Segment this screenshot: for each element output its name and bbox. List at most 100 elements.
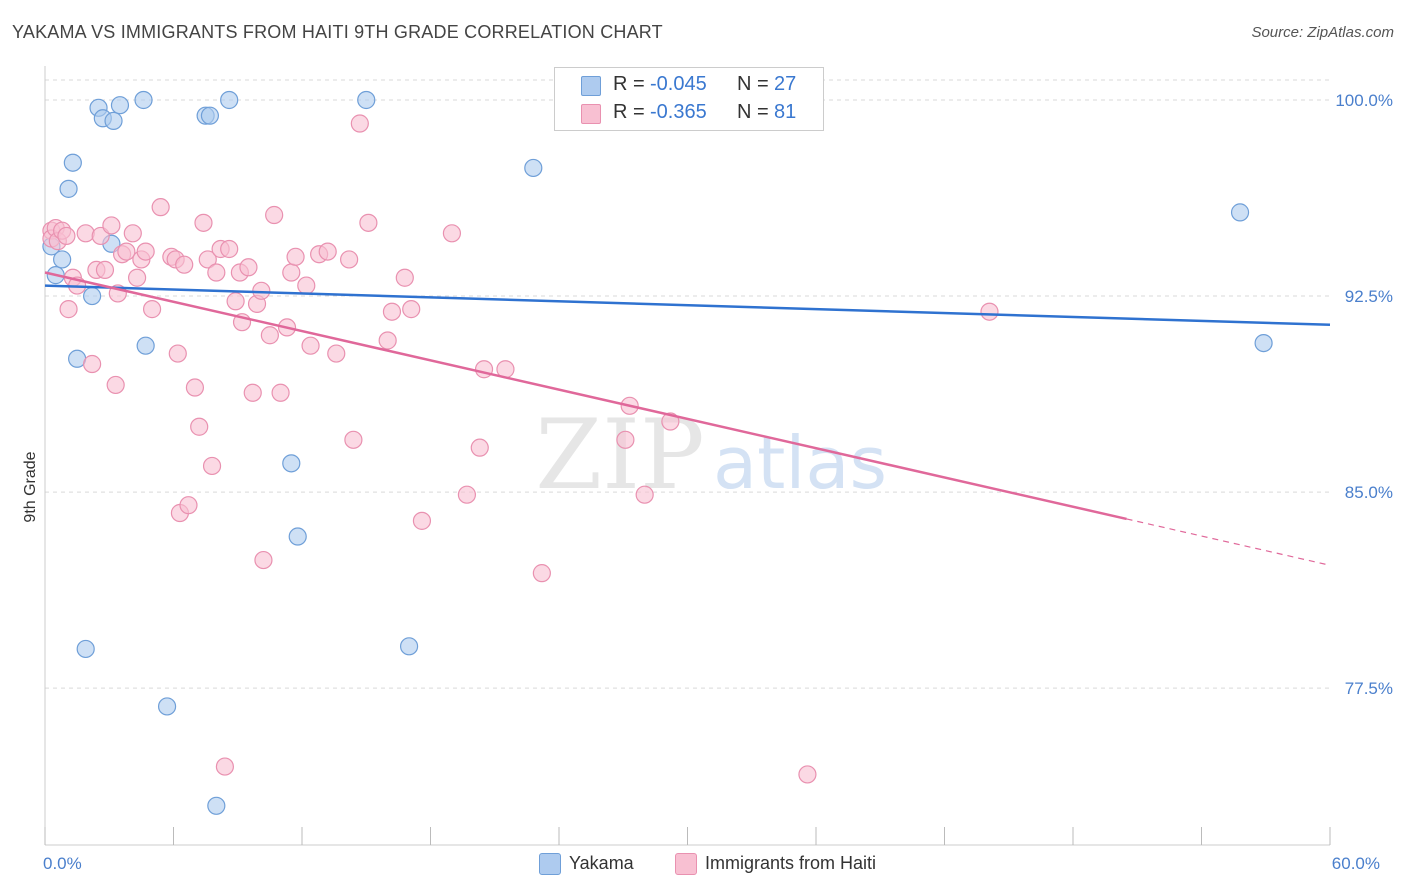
point-haiti: [402, 300, 421, 319]
point-haiti: [83, 354, 102, 374]
point-haiti: [254, 550, 273, 570]
point-haiti: [282, 263, 301, 282]
watermark-atlas: atlas: [713, 421, 887, 505]
point-haiti: [532, 564, 551, 583]
point-haiti: [382, 302, 402, 321]
chart-title: YAKAMA VS IMMIGRANTS FROM HAITI 9TH GRAD…: [12, 22, 663, 42]
trend-line-haiti: [44, 271, 1127, 521]
point-yakama: [134, 90, 153, 110]
point-haiti: [151, 198, 170, 217]
legend-n-label: N =: [737, 101, 769, 123]
point-haiti: [95, 260, 115, 279]
point-haiti: [635, 485, 654, 504]
trend-line-haiti-extension: [1126, 518, 1331, 566]
point-haiti: [260, 326, 279, 345]
point-haiti: [378, 331, 397, 350]
point-yakama: [110, 96, 130, 115]
point-haiti: [57, 226, 76, 246]
x-tick-label: 60.0%: [1332, 854, 1380, 873]
point-yakama: [200, 106, 220, 125]
y-tick-label: 77.5%: [1345, 679, 1393, 698]
point-haiti: [350, 114, 369, 133]
legend-r-label: R =: [613, 73, 645, 95]
trend-line-yakama: [44, 284, 1331, 327]
point-haiti: [661, 412, 680, 431]
point-yakama: [136, 336, 155, 355]
point-haiti: [271, 383, 290, 402]
point-haiti: [123, 224, 142, 243]
point-haiti: [340, 250, 359, 269]
point-yakama: [104, 111, 123, 130]
point-haiti: [239, 258, 258, 277]
y-tick-label: 92.5%: [1345, 287, 1393, 306]
legend-n-value: 27: [774, 73, 797, 95]
point-haiti: [474, 360, 494, 379]
point-haiti: [616, 430, 635, 449]
tick-labels: 100.0% 92.5% 85.0% 77.5% 0.0% 60.0%: [43, 91, 1393, 873]
point-haiti: [301, 336, 320, 355]
point-yakama: [524, 158, 543, 178]
point-haiti: [168, 344, 187, 363]
point-haiti: [207, 263, 226, 282]
point-yakama: [220, 90, 239, 110]
stats-legend: R = -0.045 N = 27 R = -0.365 N = 81: [554, 67, 824, 131]
point-yakama: [288, 527, 307, 546]
point-yakama: [357, 90, 376, 110]
source-credit: Source: ZipAtlas.com: [1251, 24, 1394, 41]
point-haiti: [127, 268, 147, 287]
point-haiti: [198, 250, 217, 269]
point-yakama: [63, 153, 82, 172]
point-haiti: [286, 247, 305, 266]
legend-n-value: 81: [774, 101, 797, 123]
x-tick-label: 0.0%: [43, 854, 82, 873]
legend-swatch-yakama: [581, 76, 601, 96]
gridlines: [45, 79, 1330, 689]
point-haiti: [117, 242, 136, 261]
point-haiti: [470, 438, 489, 457]
point-yakama: [399, 637, 419, 656]
point-haiti: [327, 344, 346, 363]
legend-n-label: N =: [737, 73, 769, 95]
y-axis-title: 9th Grade: [22, 451, 39, 522]
point-haiti: [395, 268, 414, 287]
point-haiti: [175, 255, 194, 274]
bottom-legend-label-yakama: Yakama: [569, 853, 634, 873]
legend-swatch-haiti: [581, 104, 601, 124]
point-haiti: [980, 302, 999, 321]
point-haiti: [220, 239, 239, 259]
point-yakama: [282, 454, 301, 473]
point-haiti: [297, 276, 316, 295]
point-haiti: [142, 300, 162, 319]
point-haiti: [59, 300, 78, 319]
point-yakama: [207, 796, 226, 815]
point-yakama: [1230, 203, 1250, 222]
legend-r-value: -0.045: [650, 73, 707, 95]
point-haiti: [265, 205, 284, 225]
point-haiti: [190, 417, 209, 436]
point-yakama: [59, 179, 78, 198]
y-tick-label: 85.0%: [1345, 483, 1393, 502]
point-yakama: [157, 697, 177, 716]
point-haiti: [194, 213, 213, 232]
y-tick-label: 100.0%: [1335, 91, 1393, 110]
point-haiti: [457, 485, 477, 504]
point-haiti: [442, 224, 462, 243]
point-haiti: [344, 430, 363, 449]
point-haiti: [359, 213, 378, 232]
bottom-legend-label-haiti: Immigrants from Haiti: [705, 853, 877, 873]
legend-r-value: -0.365: [650, 101, 707, 123]
legend-row-haiti: R = -0.365 N = 81: [555, 101, 823, 127]
point-haiti: [215, 757, 234, 776]
point-haiti: [136, 242, 155, 261]
point-yakama: [76, 639, 95, 659]
point-haiti: [202, 456, 222, 476]
bottom-legend-swatch-yakama: [539, 853, 561, 875]
trend-lines: [44, 271, 1331, 566]
point-haiti: [243, 383, 262, 402]
point-haiti: [102, 216, 121, 235]
legend-r-label: R =: [613, 101, 645, 123]
point-haiti: [412, 511, 432, 530]
point-yakama: [53, 250, 72, 269]
bottom-legend-swatch-haiti: [675, 853, 697, 875]
